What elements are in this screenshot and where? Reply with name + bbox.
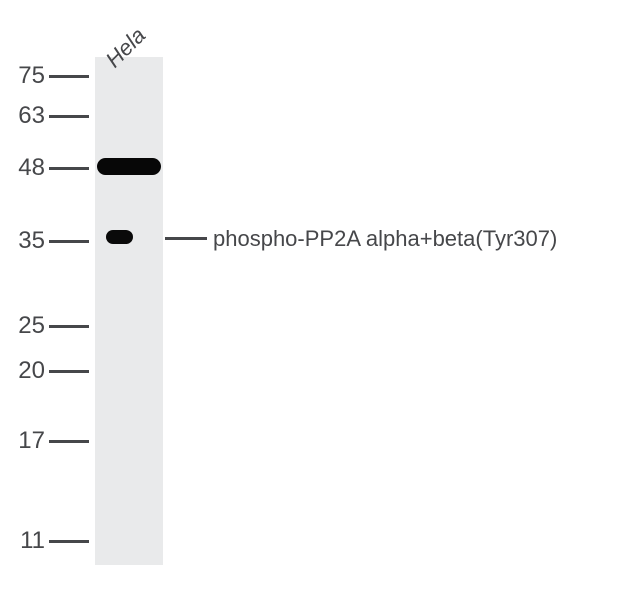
band: [97, 158, 161, 175]
marker-label: 35: [18, 227, 45, 255]
blot-lane: [95, 57, 163, 565]
marker-tick: [49, 440, 89, 443]
marker-label: 48: [18, 154, 45, 182]
band-annotation-tick: [165, 237, 207, 240]
marker-label: 63: [18, 102, 45, 130]
marker-label: 17: [18, 427, 45, 455]
marker-tick: [49, 370, 89, 373]
band-annotation-label: phospho-PP2A alpha+beta(Tyr307): [213, 226, 557, 252]
marker-tick: [49, 75, 89, 78]
marker-tick: [49, 115, 89, 118]
marker-label: 75: [18, 62, 45, 90]
marker-label: 11: [20, 527, 45, 555]
marker-label: 20: [18, 357, 45, 385]
marker-tick: [49, 240, 89, 243]
band: [106, 230, 133, 244]
marker-tick: [49, 167, 89, 170]
western-blot-figure: Hela7563483525201711phospho-PP2A alpha+b…: [0, 0, 618, 589]
marker-tick: [49, 325, 89, 328]
marker-tick: [49, 540, 89, 543]
marker-label: 25: [18, 312, 45, 340]
